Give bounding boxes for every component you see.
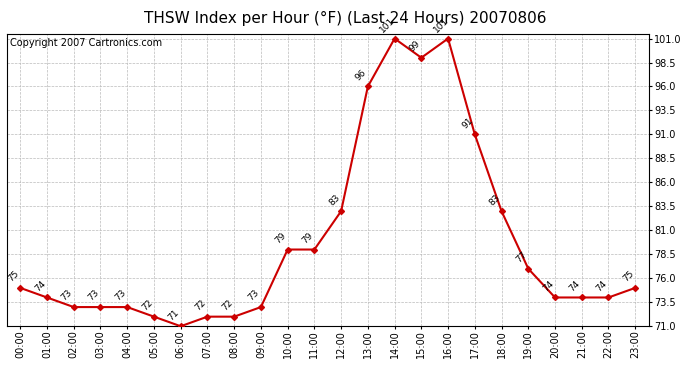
Text: Copyright 2007 Cartronics.com: Copyright 2007 Cartronics.com bbox=[10, 38, 162, 48]
Text: 71: 71 bbox=[166, 308, 181, 322]
Text: 83: 83 bbox=[327, 192, 342, 207]
Text: 75: 75 bbox=[6, 269, 21, 284]
Text: 74: 74 bbox=[568, 279, 582, 293]
Text: 101: 101 bbox=[432, 16, 451, 34]
Text: 79: 79 bbox=[273, 231, 288, 245]
Text: 83: 83 bbox=[487, 192, 502, 207]
Text: 75: 75 bbox=[621, 269, 635, 284]
Text: 91: 91 bbox=[461, 116, 475, 130]
Text: 79: 79 bbox=[300, 231, 315, 245]
Text: 72: 72 bbox=[140, 298, 155, 312]
Text: 99: 99 bbox=[407, 39, 422, 54]
Text: 74: 74 bbox=[594, 279, 609, 293]
Text: 73: 73 bbox=[247, 288, 262, 303]
Text: 73: 73 bbox=[59, 288, 74, 303]
Text: 77: 77 bbox=[514, 250, 529, 264]
Text: 73: 73 bbox=[86, 288, 101, 303]
Text: 73: 73 bbox=[113, 288, 128, 303]
Text: 74: 74 bbox=[541, 279, 555, 293]
Text: 74: 74 bbox=[33, 279, 48, 293]
Text: 96: 96 bbox=[354, 68, 368, 82]
Text: 72: 72 bbox=[193, 298, 208, 312]
Text: THSW Index per Hour (°F) (Last 24 Hours) 20070806: THSW Index per Hour (°F) (Last 24 Hours)… bbox=[144, 11, 546, 26]
Text: 101: 101 bbox=[378, 16, 397, 34]
Text: 72: 72 bbox=[220, 298, 235, 312]
